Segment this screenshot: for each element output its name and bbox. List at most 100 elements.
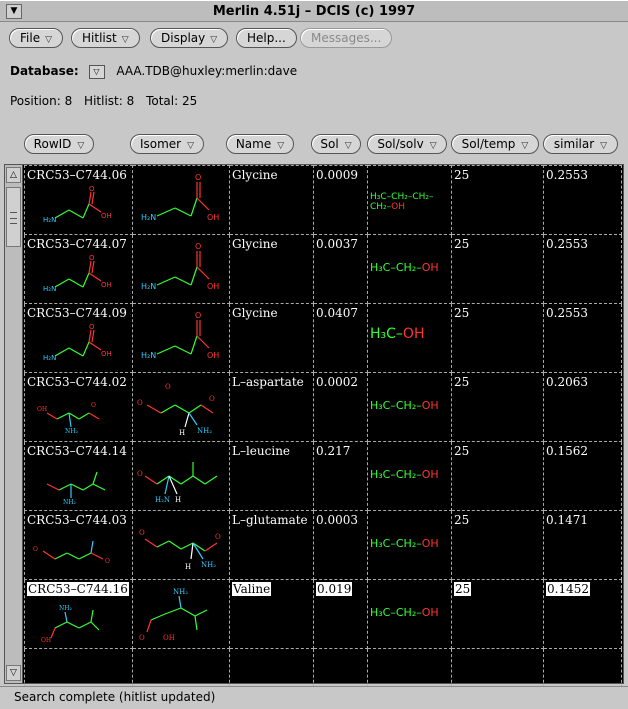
chevron-down-icon: ▼: [10, 6, 18, 16]
cell-temp[interactable]: 25: [451, 165, 544, 235]
cell-sol[interactable]: 0.0009: [313, 165, 368, 235]
cell-rowid[interactable]: CRC53–C744.16 NH₂ OH: [24, 579, 133, 649]
svg-text:O: O: [215, 533, 221, 541]
cell-solvent[interactable]: H₃C–CH₂–OH: [367, 510, 452, 580]
cell-similar[interactable]: 0.2553: [543, 303, 622, 373]
cell-similar[interactable]: 0.2553: [543, 234, 622, 304]
glycine-isomer-icon: H₂N O OH: [141, 242, 219, 291]
cell-sol[interactable]: 0.0407: [313, 303, 368, 373]
cell-name[interactable]: Valine: [229, 579, 314, 649]
cell-rowid[interactable]: CRC53–C744.03 O O: [24, 510, 133, 580]
cell-name[interactable]: L–leucine: [229, 441, 314, 511]
chevron-down-icon: ▽: [210, 35, 218, 45]
window-menu-button[interactable]: ▼: [6, 4, 22, 19]
column-header-soltemp[interactable]: Sol/temp ▽: [451, 134, 539, 154]
cell-temp[interactable]: 25: [451, 510, 544, 580]
svg-text:H₂N: H₂N: [141, 351, 156, 360]
table-row-selected[interactable]: CRC53–C744.16 NH₂ OH: [24, 579, 622, 649]
cell-temp[interactable]: 25: [451, 579, 544, 649]
vertical-scrollbar[interactable]: △ ▽: [5, 165, 23, 683]
glycine-structure-icon: H₂N O OH: [43, 185, 112, 224]
hitlist-menu-button[interactable]: Hitlist ▽: [71, 28, 140, 48]
leucine-structure-icon: NH₂: [46, 471, 106, 504]
cell-rowid[interactable]: CRC53–C744.09 H₂N O OH: [24, 303, 133, 373]
cell-similar[interactable]: 0.1562: [543, 441, 622, 511]
cell-name[interactable]: Glycine: [229, 234, 314, 304]
results-grid: △ ▽ CRC53–C744.06 H₂N O: [4, 164, 624, 693]
title-bar: ▼ Merlin 4.51j – DCIS (c) 1997: [0, 0, 628, 22]
cell-temp[interactable]: 25: [451, 234, 544, 304]
database-dropdown[interactable]: ▽: [88, 64, 105, 79]
cell-similar[interactable]: 0.1471: [543, 510, 622, 580]
file-menu-button[interactable]: File ▽: [9, 28, 64, 48]
scroll-up-button[interactable]: △: [6, 167, 21, 183]
column-header-rowid[interactable]: RowID ▽: [24, 134, 94, 154]
cell-temp[interactable]: 25: [451, 441, 544, 511]
cell-temp[interactable]: 25: [451, 372, 544, 442]
svg-text:H₂N: H₂N: [155, 496, 170, 504]
cell-sol[interactable]: 0.217: [313, 441, 368, 511]
cell-isomer[interactable]: H₂N O OH: [132, 165, 230, 235]
cell-solvent[interactable]: H₃C–CH₂–OH: [367, 234, 452, 304]
svg-text:NH₂: NH₂: [197, 427, 212, 435]
window-title: Merlin 4.51j – DCIS (c) 1997: [212, 4, 416, 19]
cell-name[interactable]: L–glutamate: [229, 510, 314, 580]
cell-rowid[interactable]: CRC53–C744.06 H₂N O OH: [24, 165, 133, 235]
svg-text:NH₂: NH₂: [63, 499, 76, 504]
cell-isomer[interactable]: O O H NH₂: [132, 510, 230, 580]
cell-solvent[interactable]: H₃C–CH₂–CH₂–CH₂–OH: [367, 165, 452, 235]
cell-isomer[interactable]: NH₂ O OH: [132, 579, 230, 649]
chevron-down-icon: ▽: [521, 141, 529, 151]
cell-rowid[interactable]: CRC53–C744.02 OH O NH₂: [24, 372, 133, 442]
cell-solvent[interactable]: H₃C–CH₂–OH: [367, 372, 452, 442]
svg-text:H₂N: H₂N: [43, 285, 56, 293]
column-header-similar[interactable]: similar ▽: [543, 134, 618, 154]
results-table: CRC53–C744.06 H₂N O OH: [24, 165, 622, 693]
svg-text:H₂N: H₂N: [43, 216, 56, 224]
status-text: Search complete (hitlist updated): [14, 690, 216, 704]
table-row[interactable]: CRC53–C744.06 H₂N O OH: [24, 165, 622, 235]
table-row[interactable]: CRC53–C744.03 O O: [24, 510, 622, 580]
table-row[interactable]: CRC53–C744.14 NH₂: [24, 441, 622, 511]
column-header-isomer[interactable]: Isomer ▽: [130, 134, 204, 154]
svg-text:O: O: [137, 470, 143, 478]
cell-rowid[interactable]: CRC53–C744.14 NH₂: [24, 441, 133, 511]
cell-similar[interactable]: 0.2063: [543, 372, 622, 442]
help-button[interactable]: Help...: [236, 28, 297, 48]
cell-name[interactable]: Glycine: [229, 165, 314, 235]
cell-solvent[interactable]: H₃C–CH₂–OH: [367, 441, 452, 511]
chevron-down-icon: ▽: [277, 141, 285, 151]
table-row[interactable]: CRC53–C744.09 H₂N O OH: [24, 303, 622, 373]
cell-similar[interactable]: 0.2553: [543, 165, 622, 235]
column-header-sol[interactable]: Sol ▽: [311, 134, 361, 154]
table-row[interactable]: CRC53–C744.07 H₂N O OH: [24, 234, 622, 304]
cell-isomer[interactable]: O O O H NH₂: [132, 372, 230, 442]
table-row[interactable]: CRC53–C744.02 OH O NH₂: [24, 372, 622, 442]
grip-icon: [10, 212, 17, 224]
svg-text:OH: OH: [101, 281, 112, 289]
svg-text:O: O: [89, 185, 95, 193]
cell-sol[interactable]: 0.0003: [313, 510, 368, 580]
cell-name[interactable]: L–aspartate: [229, 372, 314, 442]
cell-similar[interactable]: 0.1452: [543, 579, 622, 649]
display-menu-button[interactable]: Display ▽: [150, 28, 229, 48]
column-header-solsolv[interactable]: Sol/solv ▽: [367, 134, 447, 154]
svg-text:NH₂: NH₂: [201, 561, 216, 569]
cell-sol[interactable]: 0.0002: [313, 372, 368, 442]
cell-sol[interactable]: 0.019: [313, 579, 368, 649]
cell-temp[interactable]: 25: [451, 303, 544, 373]
cell-isomer[interactable]: H₂N O OH: [132, 234, 230, 304]
scroll-thumb[interactable]: [6, 187, 21, 247]
cell-isomer[interactable]: H₂N O OH: [132, 303, 230, 373]
svg-text:H: H: [175, 496, 181, 504]
column-header-name[interactable]: Name ▽: [226, 134, 294, 154]
cell-solvent[interactable]: H₃C–OH: [367, 303, 452, 373]
svg-text:OH: OH: [163, 634, 175, 642]
cell-name[interactable]: Glycine: [229, 303, 314, 373]
cell-rowid[interactable]: CRC53–C744.07 H₂N O OH: [24, 234, 133, 304]
scroll-down-button[interactable]: ▽: [6, 665, 21, 681]
cell-solvent[interactable]: H₃C–CH₂–OH: [367, 579, 452, 649]
glycine-isomer-icon: H₂N O OH: [141, 311, 219, 360]
cell-sol[interactable]: 0.0037: [313, 234, 368, 304]
cell-isomer[interactable]: O H₂N H: [132, 441, 230, 511]
